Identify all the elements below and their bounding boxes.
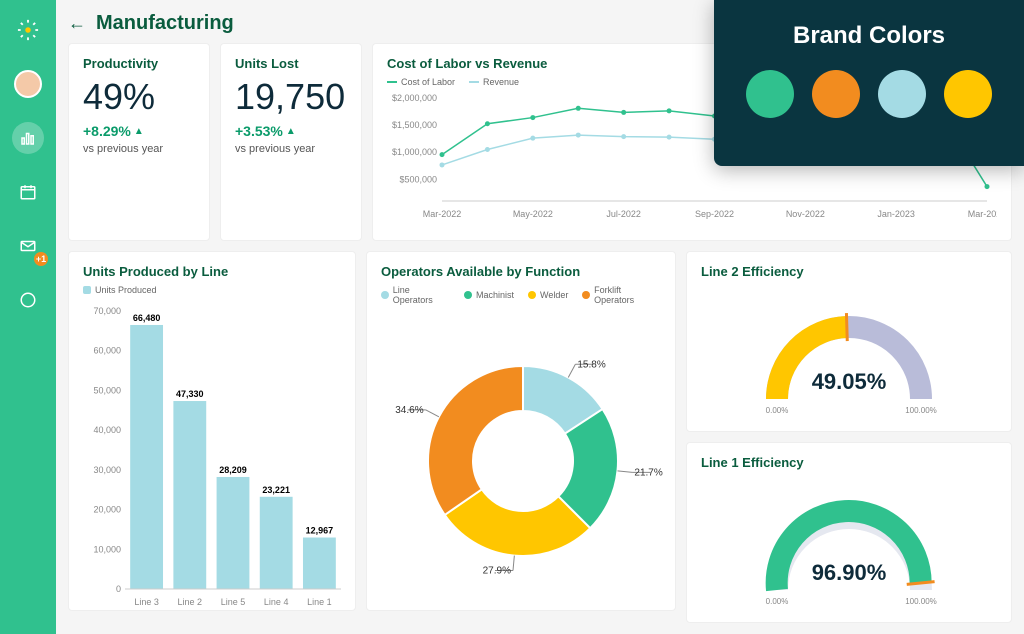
mail-icon[interactable]: +1 — [12, 230, 44, 262]
bar-chart-svg: 70,000 60,000 50,000 40,000 30,000 20,000 10,0… — [83, 301, 347, 611]
svg-text:60,000: 60,000 — [93, 346, 121, 356]
chat-icon[interactable] — [12, 284, 44, 316]
card-title: Line 1 Efficiency — [701, 455, 997, 470]
kpi-units-lost: Units Lost 19,750 +3.53%▲ vs previous ye… — [220, 43, 362, 241]
svg-text:100.00%: 100.00% — [905, 406, 937, 415]
card-title: Line 2 Efficiency — [701, 264, 997, 279]
svg-text:34.6%: 34.6% — [395, 405, 423, 416]
brand-title: Brand Colors — [736, 22, 1002, 50]
svg-text:10,000: 10,000 — [93, 544, 121, 554]
mail-badge: +1 — [34, 252, 48, 266]
donut-chart-svg: 15.8% 21.7% 27.9% 34.6% — [381, 311, 665, 611]
svg-text:$1,500,000: $1,500,000 — [392, 120, 437, 130]
svg-text:30,000: 30,000 — [93, 465, 121, 475]
svg-text:0: 0 — [116, 584, 121, 594]
kpi-label: Productivity — [83, 56, 195, 71]
brand-swatch — [878, 70, 926, 118]
kpi-productivity: Productivity 49% +8.29%▲ vs previous yea… — [68, 43, 210, 241]
donut-operators: Operators Available by Function Line Ope… — [366, 251, 676, 611]
gauge-svg: 96.90% 0.00% 100.00% — [719, 480, 979, 610]
svg-text:Line 5: Line 5 — [221, 597, 246, 607]
bar-chart-units-produced: Units Produced by Line Units Produced 70… — [68, 251, 356, 611]
svg-text:15.8%: 15.8% — [577, 359, 605, 370]
svg-text:Nov-2022: Nov-2022 — [786, 209, 825, 219]
svg-text:Line 2: Line 2 — [178, 597, 203, 607]
calendar-icon[interactable] — [12, 176, 44, 208]
svg-text:Jan-2023: Jan-2023 — [877, 209, 915, 219]
kpi-delta: +8.29%▲ — [83, 123, 195, 139]
back-arrow-icon[interactable]: ← — [68, 13, 86, 34]
page-title: Manufacturing — [96, 12, 234, 35]
gear-icon[interactable] — [12, 14, 44, 46]
svg-text:$1,000,000: $1,000,000 — [392, 147, 437, 157]
kpi-delta: +3.53%▲ — [235, 123, 347, 139]
brand-swatch — [812, 70, 860, 118]
chart-icon[interactable] — [12, 122, 44, 154]
svg-text:0.00%: 0.00% — [766, 406, 789, 415]
svg-text:50,000: 50,000 — [93, 385, 121, 395]
avatar[interactable] — [12, 68, 44, 100]
card-title: Operators Available by Function — [381, 264, 661, 279]
svg-text:Line 4: Line 4 — [264, 597, 289, 607]
svg-text:$500,000: $500,000 — [399, 174, 437, 184]
svg-text:28,209: 28,209 — [219, 465, 247, 475]
svg-text:21.7%: 21.7% — [634, 467, 662, 478]
svg-text:70,000: 70,000 — [93, 306, 121, 316]
svg-text:100.00%: 100.00% — [905, 597, 937, 606]
svg-text:$2,000,000: $2,000,000 — [392, 93, 437, 103]
svg-text:40,000: 40,000 — [93, 425, 121, 435]
gauge-svg: 49.05% 0.00% 100.00% — [719, 289, 979, 419]
brand-swatch — [746, 70, 794, 118]
card-title: Units Produced by Line — [83, 264, 341, 279]
main: ← Manufacturing Productivity 49% +8.29%▲… — [56, 0, 1024, 634]
svg-text:Mar-2022: Mar-2022 — [423, 209, 462, 219]
kpi-label: Units Lost — [235, 56, 347, 71]
svg-text:Line 1: Line 1 — [307, 597, 332, 607]
chart-legend: Line OperatorsMachinistWelderForklift Op… — [381, 285, 661, 305]
sidebar: +1 — [0, 0, 56, 634]
kpi-value: 49% — [83, 79, 195, 115]
svg-text:49.05%: 49.05% — [812, 369, 887, 394]
chart-legend: Units Produced — [83, 285, 341, 295]
svg-text:96.90%: 96.90% — [812, 560, 887, 585]
kpi-sub: vs previous year — [235, 143, 347, 155]
svg-text:47,330: 47,330 — [176, 389, 204, 399]
svg-text:Mar-2023: Mar-2023 — [968, 209, 997, 219]
brand-colors-overlay: Brand Colors — [714, 0, 1024, 166]
kpi-value: 19,750 — [235, 79, 347, 115]
svg-text:Line 3: Line 3 — [134, 597, 159, 607]
svg-text:12,967: 12,967 — [306, 526, 334, 536]
svg-text:27.9%: 27.9% — [483, 566, 511, 577]
gauge-line1: Line 1 Efficiency 96.90% 0.00% 100.00% — [686, 442, 1012, 623]
svg-text:20,000: 20,000 — [93, 505, 121, 515]
brand-swatches — [736, 70, 1002, 118]
svg-text:66,480: 66,480 — [133, 313, 161, 323]
svg-text:0.00%: 0.00% — [766, 597, 789, 606]
svg-text:May-2022: May-2022 — [513, 209, 553, 219]
svg-text:23,221: 23,221 — [262, 485, 290, 495]
svg-text:Sep-2022: Sep-2022 — [695, 209, 734, 219]
brand-swatch — [944, 70, 992, 118]
kpi-sub: vs previous year — [83, 143, 195, 155]
gauge-line2: Line 2 Efficiency 49.05% 0.00% 100.00% — [686, 251, 1012, 432]
svg-text:Jul-2022: Jul-2022 — [606, 209, 641, 219]
